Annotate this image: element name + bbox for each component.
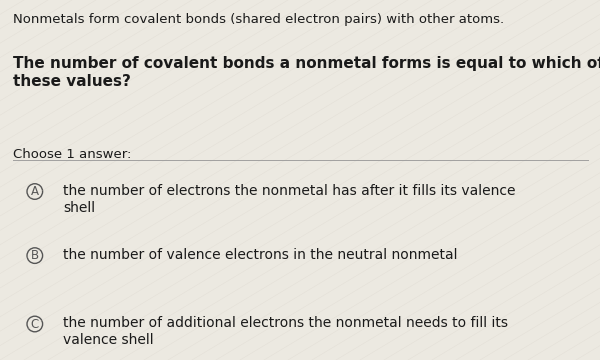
Text: C: C [31, 318, 39, 330]
Text: A: A [31, 185, 39, 198]
Text: the number of additional electrons the nonmetal needs to fill its
valence shell: the number of additional electrons the n… [63, 316, 508, 347]
Text: The number of covalent bonds a nonmetal forms is equal to which of
these values?: The number of covalent bonds a nonmetal … [13, 56, 600, 89]
Text: Nonmetals form covalent bonds (shared electron pairs) with other atoms.: Nonmetals form covalent bonds (shared el… [13, 13, 505, 26]
Text: B: B [31, 249, 39, 262]
Text: the number of valence electrons in the neutral nonmetal: the number of valence electrons in the n… [63, 248, 458, 262]
Text: Choose 1 answer:: Choose 1 answer: [13, 148, 131, 161]
Text: the number of electrons the nonmetal has after it fills its valence
shell: the number of electrons the nonmetal has… [63, 184, 515, 215]
